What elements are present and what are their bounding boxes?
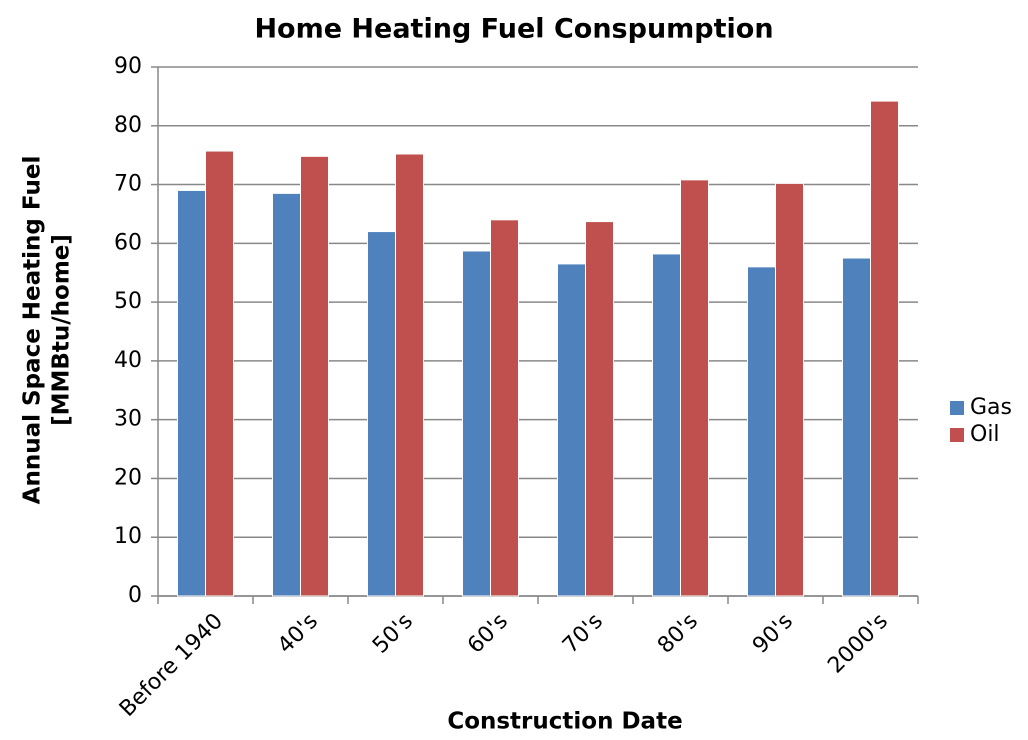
x-tick-label: 90's <box>748 609 798 659</box>
y-tick-label: 10 <box>114 524 142 549</box>
bar <box>300 155 329 597</box>
x-tick-label: 60's <box>463 609 513 659</box>
x-tick-label: 70's <box>558 609 608 659</box>
bar <box>652 253 681 597</box>
bar <box>557 263 586 597</box>
y-tick-label: 40 <box>114 348 142 373</box>
y-tick-label: 90 <box>114 54 142 79</box>
y-axis-label: [MMBtu/home] <box>49 234 75 426</box>
x-axis-label: Construction Date <box>447 709 682 735</box>
bar <box>177 189 206 597</box>
y-tick-label: 60 <box>114 230 142 255</box>
x-tick-label: 2000's <box>823 609 893 679</box>
y-tick-label: 30 <box>114 407 142 432</box>
bar <box>747 266 776 597</box>
chart-title: Home Heating Fuel Conspumption <box>254 14 773 45</box>
y-tick-label: 70 <box>114 172 142 197</box>
bar <box>272 192 301 597</box>
bar <box>680 179 709 597</box>
bar <box>462 250 491 597</box>
bar <box>490 219 519 597</box>
x-tick-label: Before 1940 <box>115 609 228 722</box>
y-tick-label: 0 <box>128 583 142 608</box>
bar <box>775 182 804 597</box>
x-tick-label: 80's <box>653 609 703 659</box>
bar <box>395 153 424 597</box>
bar <box>205 150 234 597</box>
legend-label: Oil <box>970 422 1000 447</box>
y-tick-label: 50 <box>114 289 142 314</box>
bar <box>585 221 614 597</box>
x-tick-label: 50's <box>368 609 418 659</box>
y-tick-label: 20 <box>114 465 142 490</box>
bar <box>870 100 899 597</box>
legend-swatch <box>950 401 964 415</box>
x-tick-label: 40's <box>273 609 323 659</box>
legend-label: Gas <box>970 395 1012 420</box>
bar <box>367 231 396 597</box>
y-axis-label: Annual Space Heating Fuel <box>20 156 46 505</box>
legend-swatch <box>950 428 964 442</box>
bar <box>842 257 871 597</box>
y-tick-label: 80 <box>114 113 142 138</box>
